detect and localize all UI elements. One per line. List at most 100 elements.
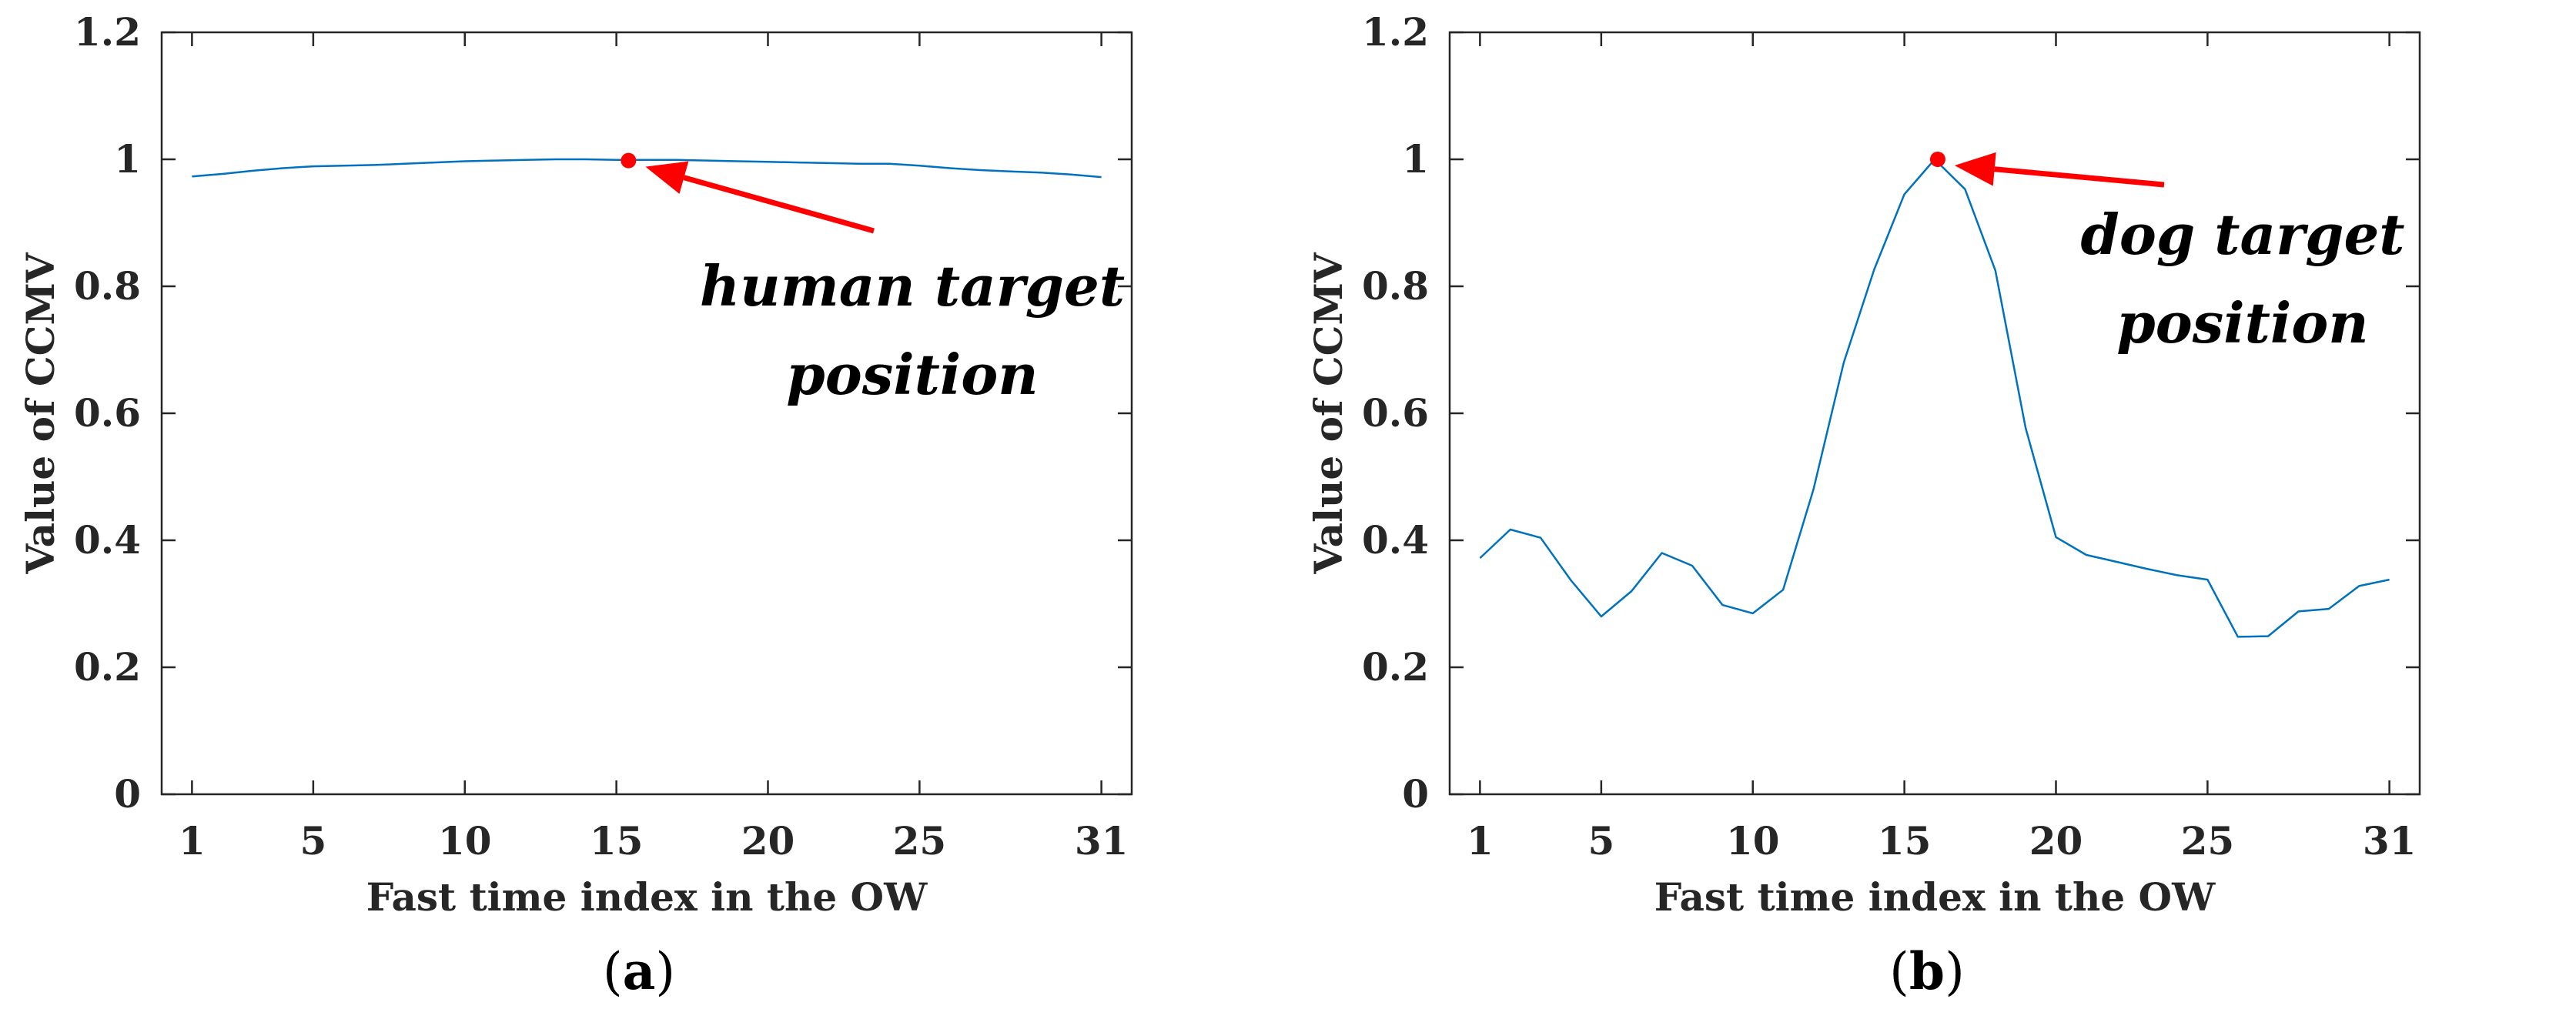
y-tick-label: 1.2 [74,9,141,55]
data-point [252,169,254,172]
data-point [494,159,497,162]
x-axis-label: Fast time index in the OW [1654,874,2216,920]
data-point [1812,489,1815,491]
data-point [1570,579,1572,581]
data-point [2267,635,2270,637]
data-point [585,159,587,161]
panel-label: b [1909,941,1945,1001]
data-point [979,169,982,172]
annotation-text-line-1: dog target [2080,202,2404,267]
annotation-arrow-head [645,161,689,194]
data-point [1994,269,1996,272]
data-point [2025,426,2027,429]
data-point [1479,557,1481,560]
data-point [1070,173,1072,175]
data-point [554,159,557,161]
data-point [2116,561,2118,563]
y-tick-label: 0.8 [74,263,141,309]
data-point [433,162,436,164]
data-point [1691,565,1694,567]
annotation-arrow-shaft [683,175,875,234]
x-tick-label: 31 [1075,818,1129,864]
x-tick-label: 5 [1587,818,1614,864]
data-point [373,164,375,166]
x-tick-label: 20 [741,818,795,864]
y-tick-label: 0.4 [74,517,141,563]
x-tick-label: 1 [1467,818,1494,864]
data-point [463,160,466,162]
y-tick-label: 0.4 [1362,517,1429,563]
y-tick-label: 0 [1402,771,1429,817]
x-tick-label: 20 [2029,818,2083,864]
annotation-text-line-1: human target [700,253,1125,319]
data-point [1631,590,1633,593]
series-line [192,158,1102,179]
data-point [767,161,769,163]
data-point [828,162,830,164]
data-point [312,165,314,168]
data-point [646,159,648,161]
data-point [2176,574,2179,576]
data-point [2388,579,2390,581]
data-point [918,165,921,167]
data-point [1540,536,1542,539]
data-point [2055,536,2057,538]
data-point [1751,612,1754,614]
x-tick-label: 5 [299,818,326,864]
data-point [2358,585,2360,587]
x-tick-label: 31 [2363,818,2417,864]
data-point [2327,608,2330,610]
data-point [2206,579,2209,581]
data-point [1039,172,1042,174]
plot-area-frame [1448,31,2421,796]
data-point [888,162,891,165]
data-point [706,159,708,162]
data-point [1661,552,1663,554]
annotation-arrow-shaft [1994,166,2165,188]
x-tick-label: 25 [2181,818,2235,864]
data-point [1782,589,1785,591]
y-axis-label: Value of CCMV [18,252,63,574]
x-axis-label: Fast time index in the OW [366,874,928,920]
y-tick-label: 1 [1402,136,1429,182]
panel-label: a [623,941,656,1001]
annotation-text-line-2: position [786,342,1038,407]
y-tick-label: 0.8 [1362,263,1429,309]
annotation-arrow-head [1954,152,1996,186]
data-point [2085,553,2087,556]
target-position-marker [621,152,637,169]
data-point [282,167,284,169]
data-point [1509,528,1511,530]
data-point [948,167,951,169]
y-tick-label: 1 [114,136,141,182]
x-tick-label: 10 [438,818,492,864]
data-point [403,162,406,165]
data-point [615,159,617,161]
data-point [1100,176,1102,179]
y-tick-label: 0.6 [1362,390,1429,436]
y-tick-label: 0.2 [74,644,141,690]
chart-panel-a: 0 0.2 0.4 0.6 0.8 1 1.2 1 5 10 15 20 25 31 Fast time i… [18,9,1133,1001]
x-tick-label: 15 [1878,818,1932,864]
data-point [221,172,223,175]
x-tick-label: 10 [1726,818,1780,864]
x-tick-label: 15 [590,818,644,864]
data-point [1964,188,1966,190]
data-point [1903,193,1905,195]
data-point [1600,616,1602,618]
y-axis-label: Value of CCMV [1306,252,1351,574]
data-point [191,175,193,178]
x-tick-label: 1 [179,818,206,864]
y-tick-label: 0.2 [1362,644,1429,690]
y-tick-label: 1.2 [1362,9,1429,55]
data-point [858,162,860,165]
data-point [1842,362,1845,364]
data-point [737,160,739,162]
plot-area-frame [160,31,1133,796]
data-point [1873,269,1875,271]
data-point [343,165,345,167]
x-tick-label: 25 [893,818,947,864]
